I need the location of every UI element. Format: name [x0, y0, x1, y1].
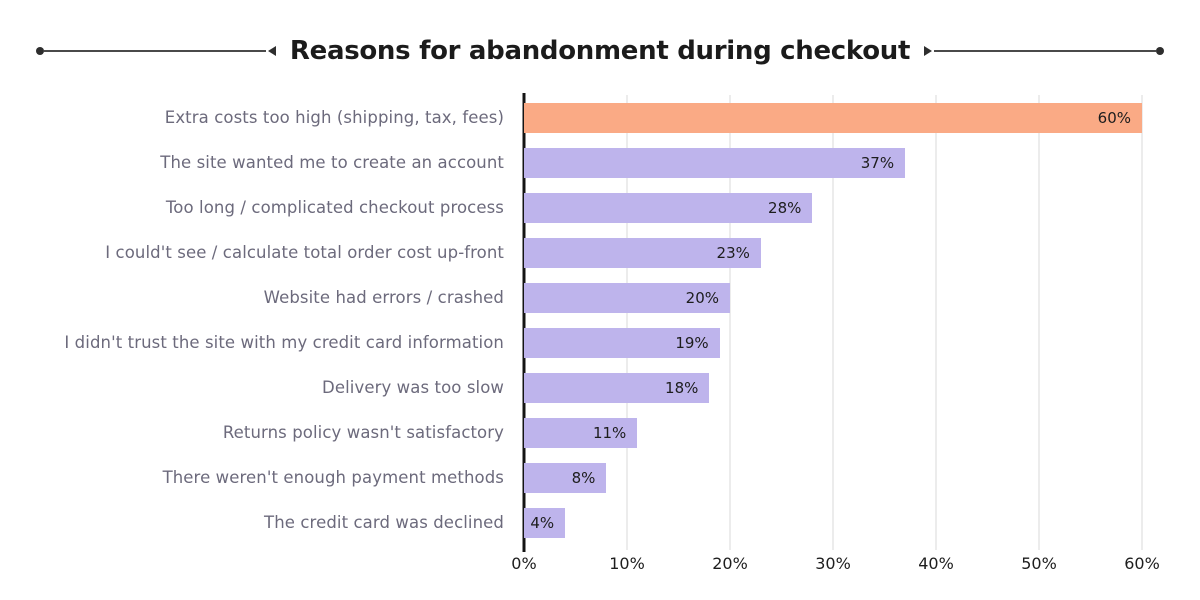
bar-chart: Extra costs too high (shipping, tax, fee… — [0, 93, 1200, 595]
chart-row: Delivery was too slow 18% — [0, 365, 1200, 410]
category-label: The credit card was declined — [264, 513, 504, 532]
x-axis-tick-label: 50% — [1021, 554, 1057, 573]
bar-track: 60% — [524, 95, 1142, 140]
x-axis-tick-label: 60% — [1124, 554, 1160, 573]
bar: 28% — [524, 192, 813, 223]
divider-line-left — [44, 50, 266, 52]
bar-value-label: 23% — [716, 243, 750, 262]
chart-row: The site wanted me to create an account 3… — [0, 140, 1200, 185]
category-label: I didn't trust the site with my credit c… — [64, 333, 504, 352]
chart-row: Website had errors / crashed 20% — [0, 275, 1200, 320]
bar-track: 37% — [524, 140, 1142, 185]
bar: 37% — [524, 147, 906, 178]
bar: 23% — [524, 237, 761, 268]
chart-row: Extra costs too high (shipping, tax, fee… — [0, 95, 1200, 140]
bar-track: 18% — [524, 365, 1142, 410]
bar: 11% — [524, 417, 638, 448]
category-label: Too long / complicated checkout process — [165, 198, 504, 217]
bar: 20% — [524, 282, 730, 313]
divider-line-right — [934, 50, 1157, 52]
bar: 19% — [524, 327, 720, 358]
bar-track: 8% — [524, 455, 1142, 500]
bar-value-label: 4% — [530, 513, 555, 532]
category-label: The site wanted me to create an account — [160, 153, 504, 172]
bar-value-label: 8% — [571, 468, 596, 487]
chart-row: Returns policy wasn't satisfactory 11% — [0, 410, 1200, 455]
bar-value-label: 37% — [860, 153, 895, 172]
chart-row: The credit card was declined 4% — [0, 500, 1200, 545]
bar-value-label: 28% — [768, 198, 802, 217]
bar-track: 23% — [524, 230, 1142, 275]
bar-track: 4% — [524, 500, 1142, 545]
bar: 60% — [524, 102, 1142, 133]
divider-arrow-right-icon — [924, 46, 933, 56]
x-axis-tick-label: 30% — [815, 554, 851, 573]
x-axis-tick-label: 10% — [609, 554, 645, 573]
chart-row: There weren't enough payment methods 8% — [0, 455, 1200, 500]
category-label: There weren't enough payment methods — [162, 468, 504, 487]
chart-row: Too long / complicated checkout process 2… — [0, 185, 1200, 230]
bar-track: 19% — [524, 320, 1142, 365]
category-label: Extra costs too high (shipping, tax, fee… — [164, 108, 504, 127]
bar-value-label: 19% — [675, 333, 709, 352]
category-label: Delivery was too slow — [322, 378, 504, 397]
category-label: Website had errors / crashed — [263, 288, 504, 307]
bar-track: 20% — [524, 275, 1142, 320]
category-label: I could't see / calculate total order co… — [105, 243, 504, 262]
chart-header: Reasons for abandonment during checkout — [0, 30, 1200, 72]
bar-value-label: 60% — [1097, 108, 1131, 127]
x-axis-tick-label: 40% — [918, 554, 954, 573]
x-axis-tick-label: 20% — [712, 554, 748, 573]
bar: 4% — [524, 507, 566, 538]
bar-value-label: 18% — [665, 378, 699, 397]
bar-track: 11% — [524, 410, 1142, 455]
chart-row: I didn't trust the site with my credit c… — [0, 320, 1200, 365]
x-axis-tick-label: 0% — [511, 554, 537, 573]
bar: 18% — [524, 372, 710, 403]
bar-value-label: 11% — [592, 423, 627, 442]
divider-dot-left — [36, 47, 44, 55]
x-axis: 0% 10% 20% 30% 40% 50% 60% — [511, 545, 1159, 575]
page-title: Reasons for abandonment during checkout — [289, 36, 911, 66]
chart-rows: Extra costs too high (shipping, tax, fee… — [0, 95, 1200, 545]
divider-dot-right — [1156, 47, 1165, 55]
bar-track: 28% — [524, 185, 1142, 230]
category-label: Returns policy wasn't satisfactory — [222, 423, 504, 442]
bar-value-label: 20% — [685, 288, 719, 307]
divider-arrow-left-icon — [267, 46, 276, 56]
chart-row: I could't see / calculate total order co… — [0, 230, 1200, 275]
bar: 8% — [524, 462, 607, 493]
